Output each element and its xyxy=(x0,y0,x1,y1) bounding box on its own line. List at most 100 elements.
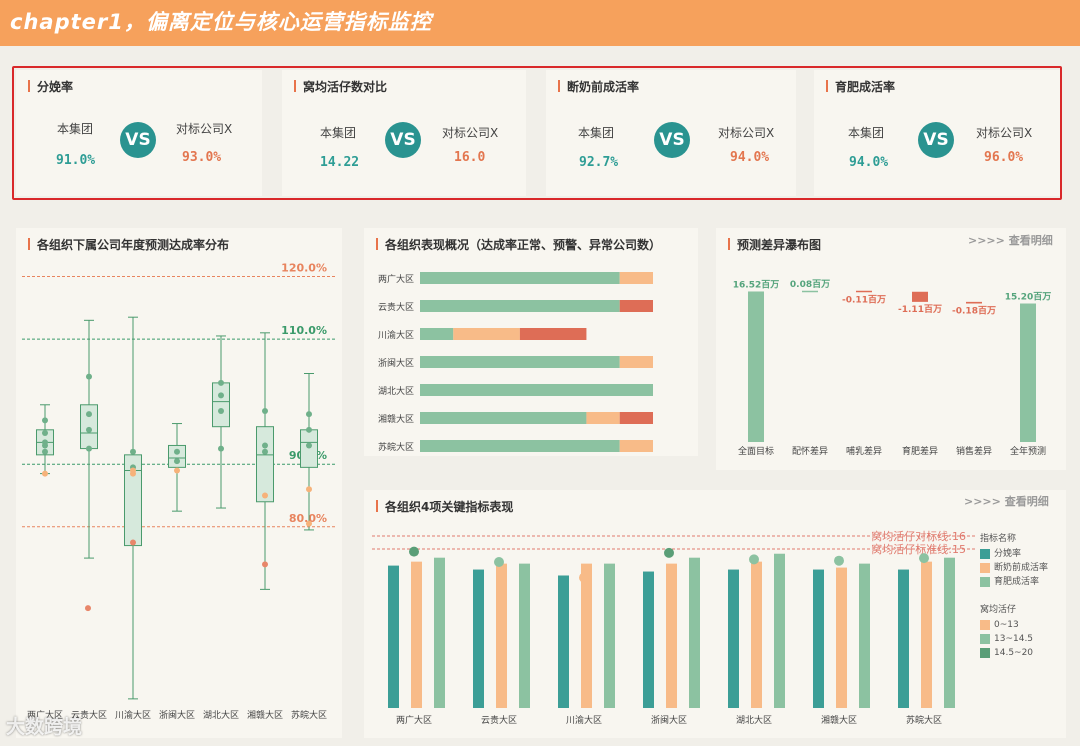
metric-bar xyxy=(473,569,484,708)
kpi-label-group: 本集团 xyxy=(57,122,94,136)
legend-label: 0~13 xyxy=(994,620,1019,630)
x-tick-label: 湘赣大区 xyxy=(821,714,857,726)
box-point xyxy=(86,426,92,433)
legend-item-range-3[interactable]: 14.5~20 xyxy=(980,647,1033,659)
metric-bar xyxy=(689,557,700,708)
piglet-dot xyxy=(494,557,504,567)
box-outlier xyxy=(85,605,91,612)
reference-line-label: 80.0% xyxy=(289,512,327,525)
x-tick-label: 全年预测 xyxy=(1010,445,1046,457)
x-tick-label: 湖北大区 xyxy=(203,709,239,721)
kpi-label-group: 本集团 xyxy=(320,126,357,140)
box-point xyxy=(42,448,48,455)
piglet-dot xyxy=(409,546,419,557)
stacked-bar-segment xyxy=(619,300,653,312)
kpi-title: 育肥成活率 xyxy=(826,78,895,95)
kpi-label-benchmark: 对标公司X xyxy=(442,126,499,140)
boxplot-panel: 各组织下属公司年度预测达成率分布 120.0%110.0%90.0%80.0%两… xyxy=(16,228,342,738)
kpi-title: 窝均活仔数对比 xyxy=(294,78,387,95)
reference-line-label: 120.0% xyxy=(281,262,327,275)
waterfall-bar xyxy=(856,290,872,293)
watermark: 大数跨境 xyxy=(6,716,83,738)
waterfall-value-label: 16.52百万 xyxy=(733,279,779,290)
vs-badge: VS xyxy=(120,122,156,158)
kpi-value-group: 14.22 xyxy=(320,155,360,170)
metric-bar xyxy=(666,563,677,708)
kpi-highlight-frame xyxy=(12,66,1062,200)
legend-label: 断奶前成活率 xyxy=(994,563,1049,573)
kpi-title: 分娩率 xyxy=(28,78,73,95)
box-point xyxy=(86,445,92,452)
metric-bar xyxy=(836,567,847,708)
metrics-detail-link[interactable]: >>>> 查看明细 xyxy=(964,495,1049,508)
vs-badge: VS xyxy=(654,122,690,158)
waterfall-value-label: 0.08百万 xyxy=(790,279,830,290)
y-tick-label: 湘赣大区 xyxy=(378,413,414,425)
kpi-label-benchmark: 对标公司X xyxy=(976,126,1033,140)
metric-bar xyxy=(751,561,762,708)
box-iqr xyxy=(212,382,230,428)
box-outlier xyxy=(130,470,136,477)
kpi-label-group: 本集团 xyxy=(848,126,885,140)
kpi-label-benchmark: 对标公司X xyxy=(718,126,775,140)
kpi-label-group: 本集团 xyxy=(578,126,615,140)
legend-item-range-2[interactable]: 13~14.5 xyxy=(980,633,1033,645)
metric-bar xyxy=(728,569,739,708)
kpi-value-benchmark: 16.0 xyxy=(454,150,486,165)
kpi-card-weaning: 断奶前成活率 本集团 92.7% VS 对标公司X 94.0% xyxy=(546,70,796,196)
kpi-card-fattening: 育肥成活率 本集团 94.0% VS 对标公司X 96.0% xyxy=(814,70,1060,196)
waterfall-bar xyxy=(802,290,818,293)
waterfall-panel: 预测差异瀑布图 >>>> 查看明细 16.52百万 全面目标 0.08百万 配怀差异 -… xyxy=(716,228,1066,470)
kpi-card-farrowing: 分娩率 本集团 91.0% VS 对标公司X 93.0% xyxy=(16,70,262,196)
waterfall-bar xyxy=(912,291,928,302)
legend-title-metric: 指标名称 xyxy=(980,534,1017,544)
stacked-bar-segment xyxy=(420,272,620,284)
legend-item-weaning[interactable]: 断奶前成活率 xyxy=(980,562,1048,574)
legend-swatch xyxy=(980,648,990,658)
waterfall-value-label: 15.20百万 xyxy=(1005,292,1051,303)
boxplot-chart: 120.0%110.0%90.0%80.0%两广大区云贵大区川渝大区浙闽大区湖北… xyxy=(22,262,336,721)
kpi-title: 断奶前成活率 xyxy=(558,78,639,95)
legend-item-range-1[interactable]: 0~13 xyxy=(980,619,1019,631)
waterfall-detail-link[interactable]: >>>> 查看明细 xyxy=(968,234,1053,247)
x-tick-label: 川渝大区 xyxy=(115,709,151,721)
stacked-bar-segment xyxy=(420,356,620,368)
stacked-bar-segment xyxy=(619,440,653,452)
legend-label: 分娩率 xyxy=(994,549,1022,559)
stacked-bar-segment xyxy=(420,412,587,424)
box-point xyxy=(306,426,312,433)
kpi-value-group: 94.0% xyxy=(849,155,889,170)
x-tick-label: 川渝大区 xyxy=(566,714,602,726)
stacked-bar-segment xyxy=(420,328,454,340)
metrics-title: 各组织4项关键指标表现 xyxy=(376,498,513,515)
box-point xyxy=(218,408,224,415)
stacked-bar-segment xyxy=(519,328,587,340)
box-point xyxy=(218,392,224,399)
waterfall-bar xyxy=(1020,303,1036,442)
legend-item-fattening[interactable]: 育肥成活率 xyxy=(980,576,1039,588)
x-tick-label: 浙闽大区 xyxy=(651,714,687,726)
waterfall-value-label: -1.11百万 xyxy=(898,304,942,315)
metric-bar xyxy=(496,563,507,708)
legend-item-farrowing[interactable]: 分娩率 xyxy=(980,548,1021,560)
waterfall-bar xyxy=(966,301,982,304)
box-point xyxy=(42,429,48,436)
x-tick-label: 云贵大区 xyxy=(71,709,107,721)
kpi-value-benchmark: 93.0% xyxy=(182,150,222,165)
y-tick-label: 浙闽大区 xyxy=(378,357,414,369)
x-tick-label: 云贵大区 xyxy=(481,714,517,726)
threshold-line-label: 窝均活仔对标线:16 xyxy=(871,529,966,543)
metric-bar xyxy=(581,563,592,708)
metric-bar xyxy=(411,561,422,708)
status-panel: 各组织表现概况（达成率正常、预警、异常公司数） 两广大区 云贵大区 川渝大区 浙闽大区… xyxy=(364,228,698,456)
waterfall-bar xyxy=(748,291,764,442)
vs-badge: VS xyxy=(918,122,954,158)
x-tick-label: 苏皖大区 xyxy=(906,714,942,726)
metric-bar xyxy=(388,565,399,708)
kpi-value-benchmark: 96.0% xyxy=(984,150,1024,165)
stacked-bar-segment xyxy=(619,356,653,368)
kpi-card-piglets: 窝均活仔数对比 本集团 14.22 VS 对标公司X 16.0 xyxy=(282,70,526,196)
x-tick-label: 两广大区 xyxy=(396,714,432,726)
